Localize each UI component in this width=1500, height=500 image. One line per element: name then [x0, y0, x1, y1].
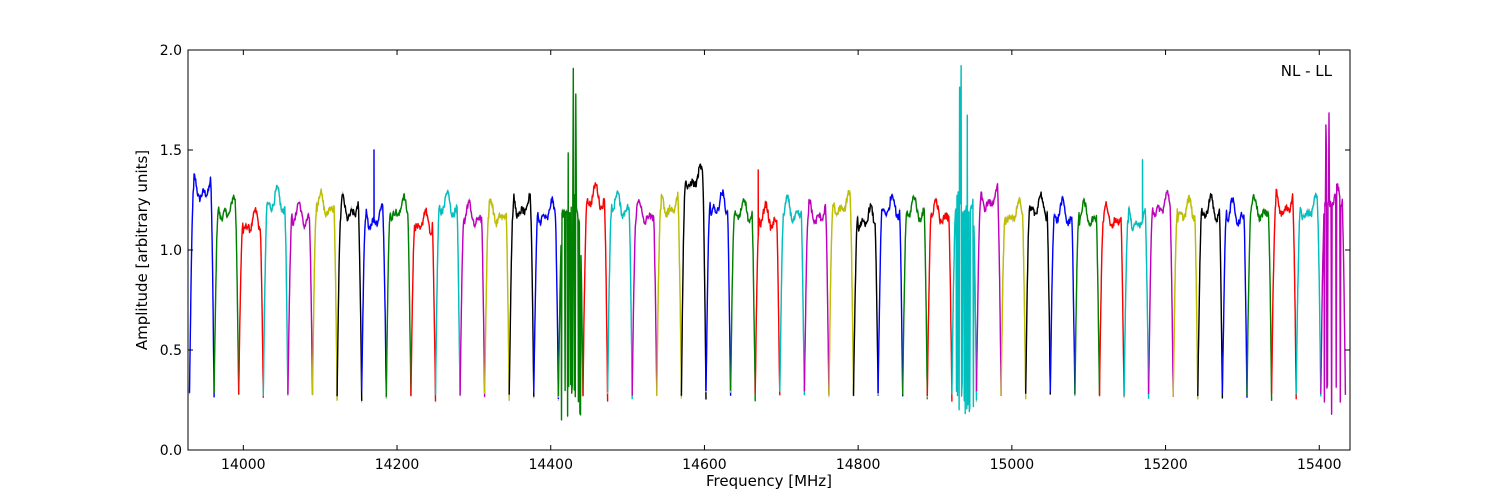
plot-area	[188, 50, 1350, 450]
channel-trace	[287, 201, 314, 395]
channel-trace	[508, 193, 535, 397]
channel-trace	[902, 195, 928, 399]
channel-trace	[606, 190, 633, 400]
channel-trace	[1000, 197, 1027, 400]
channel-trace	[1098, 201, 1125, 397]
channel-trace	[975, 183, 1002, 396]
x-tick-label: 15400	[1297, 457, 1342, 473]
channel-trace	[951, 65, 978, 415]
y-tick-label: 2.0	[160, 43, 182, 59]
channel-trace	[852, 203, 879, 396]
channel-trace	[1295, 192, 1322, 397]
channel-trace	[828, 189, 855, 396]
channel-trace	[188, 173, 215, 398]
channel-trace	[410, 207, 437, 402]
x-tick-label: 14800	[836, 457, 881, 473]
channel-trace	[1197, 193, 1224, 399]
y-tick-label: 1.0	[160, 243, 182, 259]
y-axis-ticks: 0.0 0.5 1.0 1.5 2.0	[160, 43, 1350, 459]
channel-trace	[434, 189, 461, 396]
channel-trace	[533, 196, 560, 400]
channel-trace	[1074, 198, 1101, 396]
channel-trace	[803, 199, 830, 395]
channel-trace	[336, 193, 363, 401]
channel-trace	[631, 199, 658, 396]
x-tick-label: 14200	[375, 457, 420, 473]
chart-annotation: NL - LL	[1281, 62, 1333, 80]
channel-trace	[262, 184, 289, 396]
y-tick-label: 0.0	[160, 443, 182, 459]
x-tick-label: 14600	[682, 457, 727, 473]
channel-trace	[1025, 191, 1051, 395]
channel-trace	[459, 199, 486, 397]
channel-trace	[754, 169, 781, 396]
x-tick-label: 15000	[990, 457, 1035, 473]
channel-trace	[877, 193, 904, 397]
y-tick-label: 0.5	[160, 343, 182, 359]
channel-trace	[1123, 159, 1150, 399]
channel-trace	[1172, 194, 1199, 400]
x-tick-label: 15200	[1143, 457, 1188, 473]
channel-trace	[238, 207, 264, 398]
channel-trace	[1320, 112, 1347, 415]
x-tick-label: 14400	[528, 457, 573, 473]
y-axis-title: Amplitude [arbitrary units]	[133, 150, 151, 350]
channel-trace	[680, 163, 707, 400]
channel-trace	[311, 188, 338, 401]
channel-trace	[582, 182, 609, 402]
channel-trace	[705, 189, 732, 396]
channel-trace	[1270, 188, 1297, 400]
x-axis-ticks: 14000 14200 14400 14600 14800 15000 15200 15400	[221, 50, 1342, 473]
channel-trace	[656, 191, 683, 398]
channel-trace	[361, 149, 387, 398]
channel-trace	[779, 194, 806, 396]
channel-trace	[557, 68, 584, 421]
channel-trace	[729, 198, 756, 402]
channel-trace	[385, 193, 412, 397]
channel-trace	[926, 198, 953, 402]
series-layer	[188, 64, 1347, 421]
y-tick-label: 1.5	[160, 143, 182, 159]
channel-trace	[1221, 197, 1248, 398]
channel-trace	[1246, 193, 1273, 401]
channel-trace	[1147, 190, 1174, 397]
channel-trace	[1049, 196, 1076, 396]
x-tick-label: 14000	[221, 457, 266, 473]
x-axis-title: Frequency [MHz]	[706, 472, 832, 490]
channel-trace	[483, 198, 510, 401]
channel-trace	[213, 194, 240, 395]
